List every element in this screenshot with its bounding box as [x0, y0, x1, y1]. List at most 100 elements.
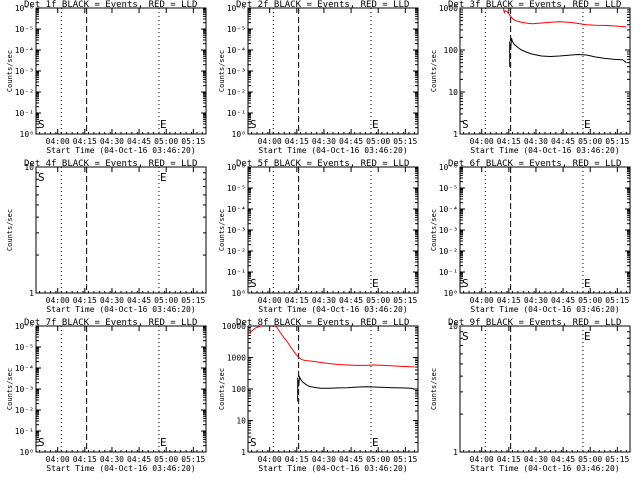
x-tick-label: 04:15 — [73, 296, 97, 305]
x-tick-label: 04:15 — [497, 296, 521, 305]
x-tick-label: 04:00 — [470, 137, 494, 146]
end-marker: E — [160, 118, 167, 131]
x-tick-label: 04:45 — [551, 455, 575, 464]
x-tick-label: 04:45 — [551, 137, 575, 146]
end-marker: E — [584, 118, 591, 131]
chart-panel-7: Det 7f BLACK = Events, RED = LLD 10⁰ 10⁻¹ 1… — [6, 318, 207, 473]
y-axis-label: Counts/sec — [430, 209, 438, 251]
y-tick-label: 1000 — [439, 4, 458, 13]
start-marker: S — [38, 118, 45, 131]
plot-frame — [35, 166, 207, 294]
chart-title: Det 3f BLACK = Events, RED = LLD — [448, 0, 621, 10]
chart-title: Det 2f BLACK = Events, RED = LLD — [236, 0, 409, 10]
chart-panel-5: Det 5f BLACK = Events, RED = LLD 10⁰ 10⁻¹ 1… — [218, 159, 419, 314]
start-marker: S — [38, 436, 45, 449]
y-tick-label: 10⁻⁶ — [227, 4, 246, 13]
y-axis-label: Counts/sec — [430, 50, 438, 92]
x-tick-label: 04:15 — [497, 137, 521, 146]
y-axis-label: Counts/sec — [6, 209, 14, 251]
chart-title: Det 4f BLACK = Events, RED = LLD — [24, 159, 197, 169]
x-tick-label: 04:15 — [497, 455, 521, 464]
y-tick-label: 10 — [448, 88, 458, 97]
y-tick-label: 10⁻⁵ — [15, 25, 34, 34]
end-marker: E — [160, 171, 167, 184]
plot-frame — [247, 166, 419, 294]
y-tick-label: 10000 — [222, 322, 246, 331]
y-tick-label: 10⁰ — [20, 448, 34, 457]
y-tick-label: 10⁻⁶ — [227, 163, 246, 172]
y-axis-label: Counts/sec — [6, 50, 14, 92]
y-tick-label: 10⁻² — [227, 247, 246, 256]
y-tick-label: 10⁰ — [20, 130, 34, 139]
start-marker: S — [38, 171, 45, 184]
y-axis-label: Counts/sec — [218, 50, 226, 92]
x-tick-label: 04:30 — [100, 296, 124, 305]
plot-frame — [35, 7, 207, 135]
x-tick-label: 04:30 — [524, 137, 548, 146]
chart-title: Det 5f BLACK = Events, RED = LLD — [236, 159, 409, 169]
chart-title: Det 7f BLACK = Events, RED = LLD — [24, 318, 197, 328]
x-tick-label: 04:30 — [312, 296, 336, 305]
x-tick-label: 04:45 — [339, 137, 363, 146]
x-tick-label: 05:15 — [181, 455, 205, 464]
x-tick-label: 04:45 — [127, 137, 151, 146]
y-tick-label: 1 — [453, 130, 458, 139]
chart-panel-9: Det 9f BLACK = Events, RED = LLD 1 10 04:00… — [430, 318, 631, 473]
start-marker: S — [462, 118, 469, 131]
plot-frame — [247, 7, 419, 135]
y-tick-label: 10⁻⁵ — [227, 25, 246, 34]
y-tick-label: 10⁻² — [15, 406, 34, 415]
plot-frame — [459, 166, 631, 294]
x-axis-label: Start Time (04-Oct-16 03:46:20) — [258, 146, 407, 155]
x-tick-label: 04:15 — [285, 296, 309, 305]
y-tick-label: 10 — [24, 163, 34, 172]
lld-series-line — [502, 8, 627, 28]
chart-panel-3: Det 3f BLACK = Events, RED = LLD 1 10 100 10… — [430, 0, 631, 155]
y-tick-label: 10⁻⁴ — [227, 205, 246, 214]
y-tick-label: 10⁻⁴ — [15, 364, 34, 373]
x-axis-label: Start Time (04-Oct-16 03:46:20) — [470, 305, 619, 314]
y-axis-label: Counts/sec — [218, 209, 226, 251]
x-tick-label: 05:00 — [578, 137, 602, 146]
y-axis-label: Counts/sec — [430, 368, 438, 410]
x-tick-label: 04:30 — [524, 455, 548, 464]
x-tick-label: 05:15 — [181, 137, 205, 146]
y-tick-label: 10⁻³ — [227, 226, 246, 235]
x-tick-label: 04:00 — [258, 296, 282, 305]
y-tick-label: 1 — [29, 289, 34, 298]
x-tick-label: 05:15 — [605, 137, 629, 146]
y-axis-label: Counts/sec — [218, 368, 226, 410]
x-axis-label: Start Time (04-Oct-16 03:46:20) — [258, 305, 407, 314]
start-marker: S — [250, 277, 257, 290]
y-tick-label: 10⁻⁴ — [227, 46, 246, 55]
y-tick-label: 10⁻⁴ — [15, 46, 34, 55]
x-tick-label: 05:00 — [578, 296, 602, 305]
y-tick-label: 10 — [236, 417, 246, 426]
x-tick-label: 04:15 — [73, 455, 97, 464]
x-tick-label: 04:15 — [285, 137, 309, 146]
end-marker: E — [584, 330, 591, 343]
y-tick-label: 10⁻¹ — [439, 268, 458, 277]
x-tick-label: 05:15 — [605, 455, 629, 464]
x-tick-label: 04:00 — [470, 455, 494, 464]
y-tick-label: 10⁻⁶ — [15, 4, 34, 13]
y-tick-label: 10⁻² — [439, 247, 458, 256]
y-tick-label: 1 — [241, 448, 246, 457]
x-tick-label: 05:00 — [366, 296, 390, 305]
x-tick-label: 05:00 — [366, 137, 390, 146]
x-tick-label: 05:15 — [605, 296, 629, 305]
x-tick-label: 04:30 — [524, 296, 548, 305]
start-marker: S — [462, 277, 469, 290]
y-tick-label: 10⁻³ — [15, 67, 34, 76]
x-tick-label: 05:00 — [154, 137, 178, 146]
x-tick-label: 04:30 — [312, 137, 336, 146]
y-tick-label: 10⁻¹ — [227, 109, 246, 118]
y-tick-label: 10⁻⁵ — [15, 343, 34, 352]
x-axis-label: Start Time (04-Oct-16 03:46:20) — [470, 146, 619, 155]
x-tick-label: 05:15 — [393, 455, 417, 464]
chart-panel-8: Det 8f BLACK = Events, RED = LLD 1 10 100 10… — [218, 318, 419, 473]
x-axis-label: Start Time (04-Oct-16 03:46:20) — [470, 464, 619, 473]
lld-series-line — [248, 326, 415, 368]
y-tick-label: 10⁻⁵ — [439, 184, 458, 193]
